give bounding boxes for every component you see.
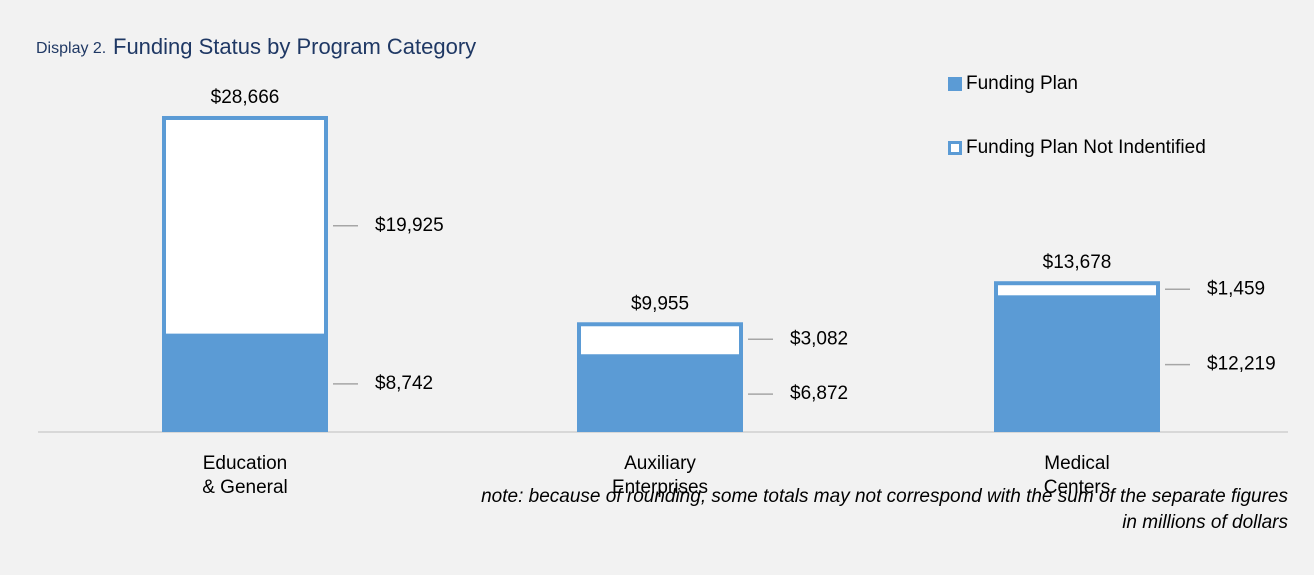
legend-label: Funding Plan Not Indentified: [966, 137, 1206, 158]
data-label: $19,925: [375, 215, 444, 236]
bar-segment: [577, 356, 743, 432]
bar-segment: [994, 281, 1160, 300]
data-label: $3,082: [790, 328, 848, 349]
data-label: $1,459: [1207, 278, 1265, 299]
data-label: $8,742: [375, 373, 433, 394]
bar-segment: [577, 322, 743, 359]
legend-swatch: [948, 77, 962, 91]
data-label: $6,872: [790, 383, 848, 404]
data-label: $12,219: [1207, 354, 1276, 375]
legend-label: Funding Plan: [966, 73, 1078, 94]
chart-title: Funding Status by Program Category: [113, 34, 476, 59]
legend-swatch: [948, 141, 962, 155]
x-tick-label: Auxiliary Enterprises: [611, 453, 709, 498]
note: note: because of rounding, some totals m…: [481, 486, 1288, 507]
bar-segment: [994, 297, 1160, 432]
x-tick-label: Medical Centers: [1043, 453, 1111, 498]
chart-label: Display 2.: [36, 40, 106, 57]
bar-segment: [162, 335, 328, 432]
total-label: $13,678: [1043, 252, 1112, 273]
note: in millions of dollars: [1122, 512, 1288, 533]
total-label: $9,955: [631, 293, 689, 314]
total-label: $28,666: [211, 87, 280, 108]
bar-segment: [162, 115, 328, 338]
x-tick-label: Education & General: [202, 453, 288, 498]
